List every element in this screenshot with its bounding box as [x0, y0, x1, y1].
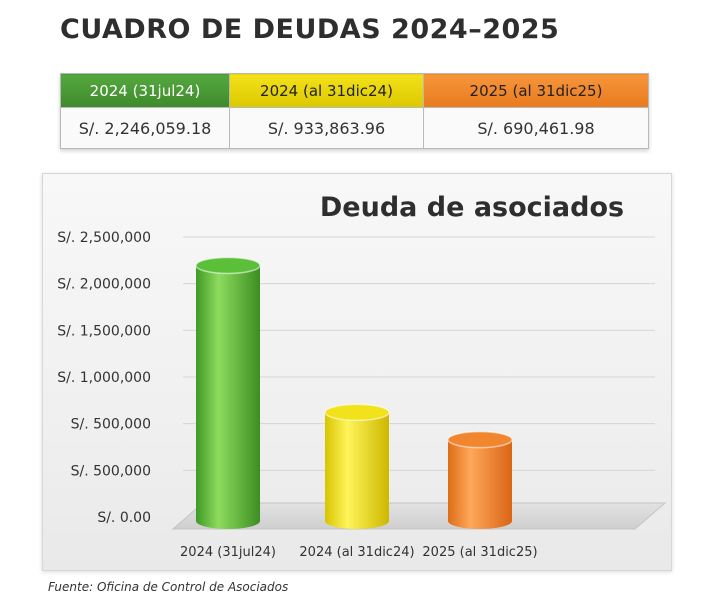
bar-top	[447, 430, 513, 449]
summary-value-2025-dic: S/. 690,461.98	[423, 107, 649, 149]
chart-floor	[171, 502, 667, 530]
bar-base	[196, 513, 260, 529]
bar-base	[448, 513, 512, 529]
chart-title: Deuda de asociados	[320, 192, 624, 223]
summary-header-row: 2024 (31jul24) 2024 (al 31dic24) 2025 (a…	[60, 73, 649, 108]
summary-header-2025-dic: 2025 (al 31dic25)	[423, 73, 649, 108]
y-tick-label: S/. 0.00	[97, 510, 151, 526]
y-tick-label: S/. 2,000,000	[57, 277, 151, 293]
x-tick-label: 2025 (al 31dic25)	[422, 545, 537, 560]
bar-base	[325, 513, 389, 529]
source-note: Fuente: Oficina de Control de Asociados	[48, 580, 289, 594]
summary-table: 2024 (31jul24) 2024 (al 31dic24) 2025 (a…	[60, 73, 649, 149]
x-tick-label: 2024 (al 31dic24)	[299, 545, 414, 560]
summary-header-2024-jul: 2024 (31jul24)	[60, 73, 230, 108]
y-tick-label: S/. 1,000,000	[57, 370, 151, 386]
y-tick-label: S/. 1,500,000	[57, 323, 151, 339]
bar-1	[195, 256, 261, 529]
x-tick-label: 2024 (31jul24)	[180, 545, 276, 560]
y-tick-label: S/. 500,000	[71, 417, 151, 433]
chart-panel: Deuda de asociados S/. 0.00 S/. 500,000 S/…	[42, 173, 672, 571]
page-title: CUADRO DE DEUDAS 2024–2025	[60, 14, 560, 45]
bar-3	[447, 430, 513, 529]
summary-header-2024-dic: 2024 (al 31dic24)	[229, 73, 424, 108]
summary-value-2024-dic: S/. 933,863.96	[229, 107, 424, 149]
bar-body	[448, 439, 512, 521]
bar-body	[196, 265, 260, 521]
summary-value-row: S/. 2,246,059.18 S/. 933,863.96 S/. 690,…	[60, 107, 649, 149]
bar-top	[195, 256, 261, 275]
bar-2	[324, 403, 390, 529]
y-tick-label: S/. 500,000	[71, 463, 151, 479]
bar-body	[325, 412, 389, 521]
y-tick-label: S/. 2,500,000	[57, 230, 151, 246]
bar-chart: Deuda de asociados S/. 0.00 S/. 500,000 S/…	[57, 192, 667, 560]
bar-top	[324, 403, 390, 422]
summary-value-2024-jul: S/. 2,246,059.18	[60, 107, 230, 149]
